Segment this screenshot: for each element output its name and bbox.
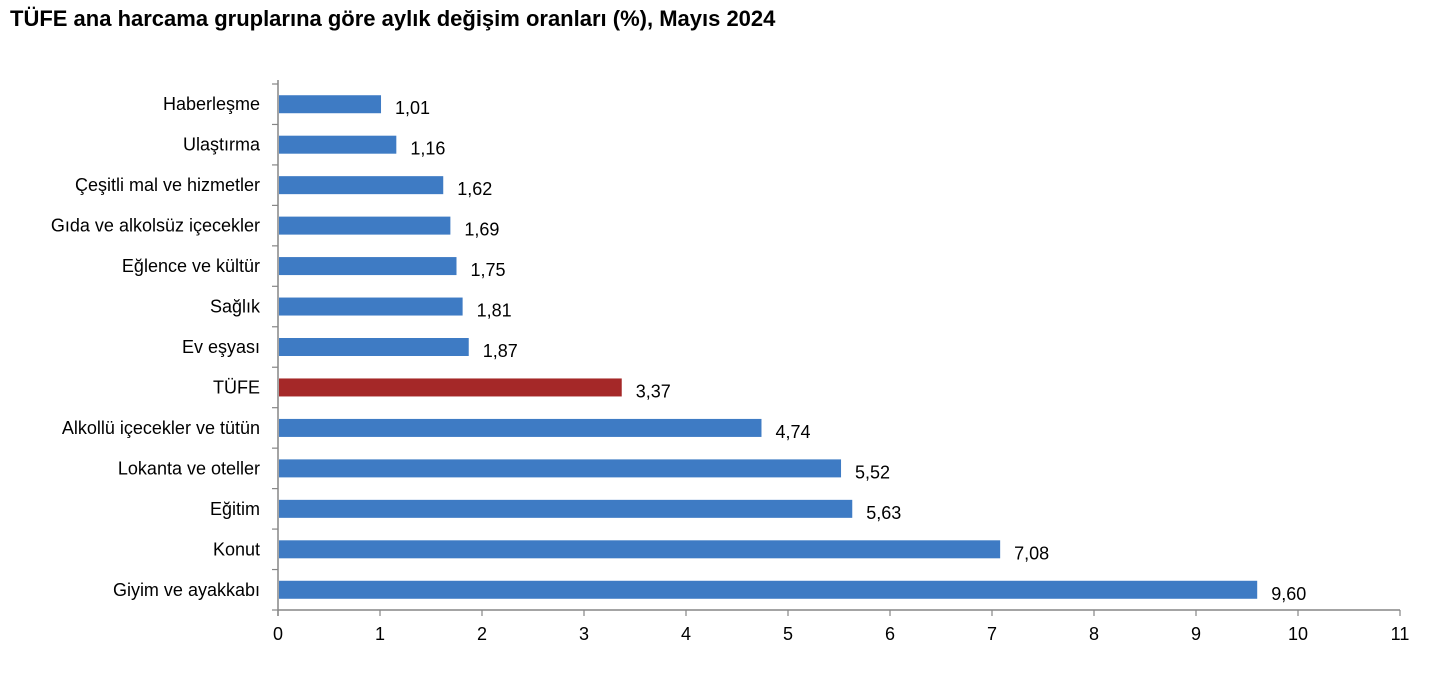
x-tick-label: 5 [783, 624, 793, 644]
x-tick-label: 6 [885, 624, 895, 644]
value-label: 9,60 [1271, 584, 1306, 604]
x-tick-label: 2 [477, 624, 487, 644]
category-label: Ulaştırma [183, 135, 261, 155]
bar-10 [279, 499, 853, 518]
category-label: Alkollü içecekler ve tütün [62, 418, 260, 438]
bar-5 [279, 297, 463, 316]
labels-layer: 0 1 2 3 4 5 6 7 8 9 10 11 Haberleşme 1,01 Ulaştırma 1,1… [51, 94, 1409, 644]
category-label: Eğitim [210, 499, 260, 519]
value-label: 4,74 [775, 422, 810, 442]
x-tick-label: 10 [1288, 624, 1308, 644]
x-tick-label: 11 [1391, 624, 1410, 644]
category-label: Giyim ve ayakkabı [113, 580, 260, 600]
x-tick-label: 9 [1191, 624, 1201, 644]
bar-2 [279, 176, 444, 195]
category-label: Ev eşyası [182, 337, 260, 357]
value-label: 5,63 [866, 503, 901, 523]
category-label: Haberleşme [163, 94, 260, 114]
value-label: 1,87 [483, 341, 518, 361]
bar-3 [279, 216, 451, 235]
x-tick-label: 3 [579, 624, 589, 644]
value-label: 3,37 [636, 381, 671, 401]
x-tick-label: 4 [681, 624, 691, 644]
x-tick-label: 0 [273, 624, 283, 644]
value-label: 5,52 [855, 462, 890, 482]
category-label: Eğlence ve kültür [122, 256, 260, 276]
axes-layer [272, 80, 1401, 616]
bar-4 [279, 257, 457, 276]
category-label: Lokanta ve oteller [118, 458, 260, 478]
value-label: 1,62 [457, 179, 492, 199]
bar-11 [279, 540, 1001, 559]
x-tick-label: 1 [375, 624, 385, 644]
category-label: TÜFE [213, 377, 260, 397]
category-label: Çeşitli mal ve hizmetler [75, 175, 260, 195]
value-label: 1,81 [477, 301, 512, 321]
bar-8 [279, 418, 762, 437]
category-label: Konut [213, 539, 260, 559]
value-label: 1,01 [395, 98, 430, 118]
bar-6 [279, 338, 469, 356]
category-label: Sağlık [210, 297, 261, 317]
category-label: Gıda ve alkolsüz içecekler [51, 216, 260, 236]
value-label: 1,69 [464, 220, 499, 240]
bars-layer [279, 95, 1258, 599]
bar-12 [279, 580, 1258, 599]
x-tick-label: 7 [987, 624, 997, 644]
chart-title: TÜFE ana harcama gruplarına göre aylık d… [10, 6, 776, 31]
value-label: 1,16 [410, 139, 445, 159]
value-label: 7,08 [1014, 543, 1049, 563]
bar-0 [279, 95, 382, 114]
bar-9 [279, 459, 842, 478]
bar-7 [279, 378, 622, 397]
bar-1 [279, 135, 397, 154]
value-label: 1,75 [471, 260, 506, 280]
x-tick-label: 8 [1089, 624, 1099, 644]
